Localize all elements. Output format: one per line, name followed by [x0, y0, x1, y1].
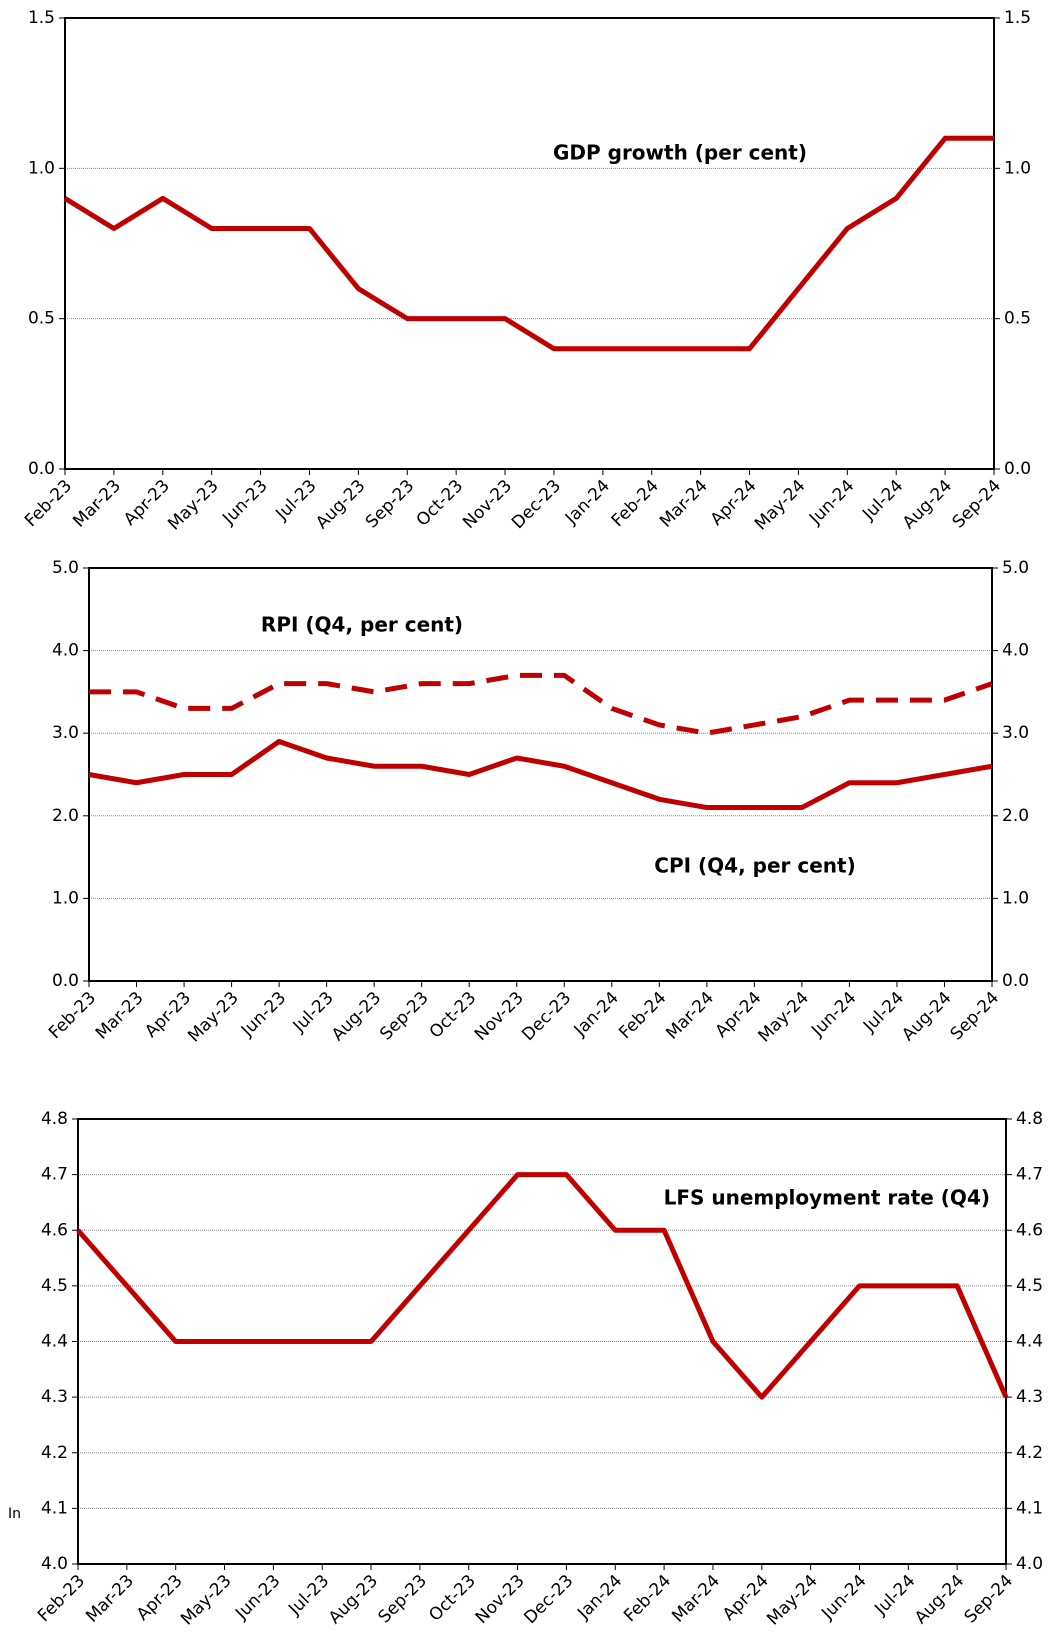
x-tick-label: Jun-23: [231, 1571, 284, 1624]
x-tick-label: Aug-24: [899, 476, 956, 533]
series-label: CPI (Q4, per cent): [654, 854, 855, 878]
y2-tick-label: 1.0: [1004, 158, 1031, 178]
series-line: [89, 672, 993, 736]
y2-tick-label: 3.0: [1002, 723, 1029, 743]
y-tick-label: 1.0: [28, 158, 55, 178]
y-tick-label: 0.5: [28, 309, 55, 329]
y2-tick-label: 4.6: [1016, 1220, 1043, 1240]
x-tick-label: May-23: [177, 1571, 235, 1629]
x-tick-label: Jan-24: [573, 1571, 626, 1624]
x-tick-label: Sep-24: [949, 476, 1005, 532]
y-tick-label: 3.0: [52, 723, 79, 743]
x-tick-label: Nov-23: [459, 476, 516, 533]
series-label: LFS unemployment rate (Q4): [664, 1186, 990, 1210]
x-tick-label: Aug-23: [325, 1571, 382, 1628]
series-label: GDP growth (per cent): [553, 141, 807, 165]
y-tick-label: 4.6: [41, 1220, 68, 1240]
plot-frame: [64, 17, 995, 470]
y-tick-label: 0.0: [28, 459, 55, 479]
x-tick-label: Feb-24: [620, 1571, 675, 1626]
x-tick-label: May-24: [751, 476, 809, 534]
y2-tick-label: 4.0: [1016, 1554, 1043, 1574]
y2-tick-label: 4.3: [1016, 1387, 1043, 1407]
x-tick-label: Sep-23: [375, 1571, 431, 1627]
y2-tick-label: 4.0: [1002, 641, 1029, 661]
x-tick-label: Feb-23: [45, 988, 100, 1043]
x-tick-label: May-24: [763, 1571, 821, 1629]
x-tick-label: Sep-23: [362, 476, 418, 532]
y2-tick-label: 5.0: [1002, 558, 1029, 578]
y-tick-label: 4.0: [52, 641, 79, 661]
y-tick-label: 2.0: [52, 806, 79, 826]
x-tick-label: Jun-23: [237, 988, 290, 1041]
x-tick-label: May-24: [755, 988, 813, 1046]
y-tick-label: 0.0: [52, 971, 79, 991]
x-tick-label: Mar-23: [92, 988, 148, 1044]
x-tick-label: Jun-23: [218, 476, 271, 529]
x-tick-label: Mar-24: [668, 1571, 724, 1627]
y-tick-label: 4.4: [41, 1332, 68, 1352]
y2-tick-label: 0.0: [1002, 971, 1029, 991]
series-line: [88, 738, 993, 811]
x-tick-label: Mar-24: [656, 476, 712, 532]
x-tick-label: Aug-24: [911, 1571, 968, 1628]
y-tick-label: 1.0: [52, 888, 79, 908]
y-tick-label: 4.3: [41, 1387, 68, 1407]
series-line: [63, 135, 994, 352]
y-tick-label: 4.0: [41, 1554, 68, 1574]
x-tick-label: Feb-23: [34, 1571, 89, 1626]
x-tick-label: Aug-24: [898, 988, 955, 1045]
x-tick-label: Dec-23: [518, 988, 575, 1045]
x-tick-label: May-23: [184, 988, 242, 1046]
y2-tick-label: 4.8: [1016, 1109, 1043, 1129]
x-tick-label: Jan-24: [561, 476, 614, 529]
y2-tick-label: 4.5: [1016, 1276, 1043, 1296]
y2-tick-label: 4.2: [1016, 1443, 1043, 1463]
x-tick-label: Aug-23: [328, 988, 385, 1045]
x-tick-label: Nov-23: [472, 1571, 529, 1628]
y2-tick-label: 1.0: [1002, 888, 1029, 908]
x-tick-label: Aug-23: [312, 476, 369, 533]
x-tick-label: Jun-24: [807, 988, 860, 1041]
y2-tick-label: 0.5: [1004, 309, 1031, 329]
x-tick-label: Feb-23: [21, 476, 76, 531]
series-line: [76, 1172, 1009, 1400]
y2-tick-label: 4.7: [1016, 1165, 1043, 1185]
x-tick-label: Jun-24: [817, 1571, 870, 1624]
y2-tick-label: 2.0: [1002, 806, 1029, 826]
y-tick-label: 4.8: [41, 1109, 68, 1129]
y2-tick-label: 0.0: [1004, 459, 1031, 479]
x-tick-label: Oct-23: [413, 476, 468, 531]
x-tick-label: Mar-23: [82, 1571, 138, 1627]
y-tick-label: 4.1: [41, 1498, 68, 1518]
x-tick-label: Mar-23: [69, 476, 125, 532]
x-tick-label: Oct-23: [425, 1571, 480, 1626]
x-tick-label: Nov-23: [471, 988, 528, 1045]
x-tick-label: Mar-24: [662, 988, 718, 1044]
x-tick-label: Feb-24: [615, 988, 670, 1043]
y-tick-label: 4.7: [41, 1165, 68, 1185]
plot-frame: [77, 1118, 1007, 1565]
note: In: [8, 1506, 21, 1522]
x-tick-label: Dec-23: [520, 1571, 577, 1628]
y-tick-label: 4.2: [41, 1443, 68, 1463]
y-tick-label: 4.5: [41, 1276, 68, 1296]
x-tick-label: Sep-24: [961, 1571, 1017, 1627]
series-label: RPI (Q4, per cent): [261, 613, 463, 637]
x-tick-label: May-23: [164, 476, 222, 534]
x-tick-label: Dec-23: [508, 476, 565, 533]
y2-tick-label: 1.5: [1004, 8, 1031, 28]
x-tick-label: Jan-24: [570, 988, 623, 1041]
x-tick-label: Jun-24: [805, 476, 858, 529]
x-tick-label: Oct-23: [426, 988, 481, 1043]
y2-tick-label: 4.4: [1016, 1332, 1043, 1352]
y2-tick-label: 4.1: [1016, 1498, 1043, 1518]
x-tick-label: Feb-24: [608, 476, 663, 531]
x-tick-label: Sep-23: [376, 988, 432, 1044]
x-tick-label: Sep-24: [947, 988, 1003, 1044]
y-tick-label: 1.5: [28, 8, 55, 28]
y-tick-label: 5.0: [52, 558, 79, 578]
